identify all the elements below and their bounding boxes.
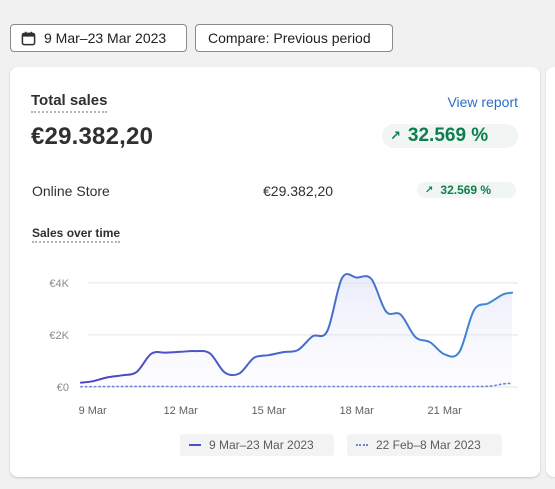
compare-button[interactable]: Compare: Previous period [195, 24, 393, 52]
channel-change-badge: ↗ 32.569 % [417, 182, 516, 198]
sales-over-time-chart: €0 €2K €4K 9 Mar 12 Mar 15 Mar 18 Mar 21 Mar [49, 273, 518, 417]
arrow-up-right-icon: ↗ [425, 184, 434, 196]
chart-title[interactable]: Sales over time [32, 226, 121, 243]
x-tick-label: 9 Mar [79, 405, 107, 417]
x-tick-label: 12 Mar [164, 405, 199, 417]
date-range-button[interactable]: 9 Mar–23 Mar 2023 [10, 24, 187, 52]
series-previous-line [80, 382, 513, 388]
next-card-edge [546, 67, 555, 477]
dotted-line-swatch [356, 444, 368, 446]
total-change-value: 32.569 % [407, 125, 489, 146]
y-tick-label: €0 [57, 382, 69, 394]
x-tick-label: 21 Mar [428, 405, 463, 417]
view-report-link[interactable]: View report [447, 94, 518, 110]
legend-item-previous[interactable]: 22 Feb–8 Mar 2023 [347, 434, 502, 456]
y-tick-label: €4K [49, 278, 69, 290]
series-current-line [79, 273, 514, 384]
channel-change-value: 32.569 % [440, 183, 492, 197]
date-range-label: 9 Mar–23 Mar 2023 [44, 30, 167, 46]
card-title[interactable]: Total sales [31, 92, 108, 113]
y-tick-label: €2K [49, 330, 69, 342]
total-sales-value: €29.382,20 [31, 123, 154, 150]
channel-label: Online Store [32, 183, 110, 199]
compare-label: Compare: Previous period [208, 30, 371, 46]
toolbar: 9 Mar–23 Mar 2023 Compare: Previous peri… [10, 24, 393, 52]
total-sales-card: Total sales View report €29.382,20 ↗ 32.… [10, 67, 540, 477]
total-change-badge: ↗ 32.569 % [382, 124, 518, 148]
solid-line-swatch [189, 444, 201, 446]
legend-label-previous: 22 Feb–8 Mar 2023 [376, 438, 481, 452]
series-current-area [80, 273, 513, 387]
arrow-up-right-icon: ↗ [390, 128, 401, 143]
x-tick-label: 18 Mar [340, 405, 375, 417]
x-tick-label: 15 Mar [252, 405, 287, 417]
legend-label-current: 9 Mar–23 Mar 2023 [209, 438, 314, 452]
legend-item-current[interactable]: 9 Mar–23 Mar 2023 [180, 434, 334, 456]
calendar-icon [21, 31, 36, 45]
channel-value: €29.382,20 [263, 183, 334, 199]
